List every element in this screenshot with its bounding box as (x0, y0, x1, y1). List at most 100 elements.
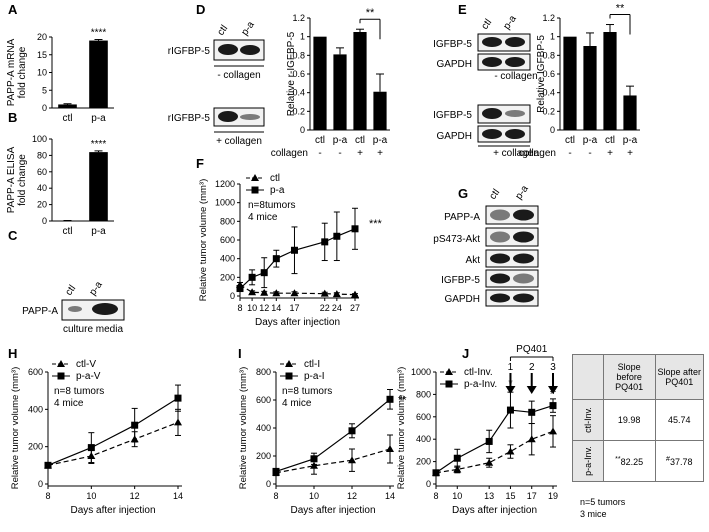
blot-band (92, 303, 118, 315)
x-axis-label: Days after injection (70, 505, 155, 516)
blot-caption: - collagen (494, 71, 537, 82)
panel-label-e: E (458, 2, 467, 17)
collagen-sign: + (627, 148, 633, 159)
x-tick-label: 12 (130, 491, 140, 501)
table-cell: 19.98 (602, 399, 656, 441)
blot-band (505, 110, 525, 117)
blot-label: PAPP-A (22, 306, 58, 317)
blot-band (482, 129, 502, 139)
data-point (174, 418, 182, 426)
lane-label: p-a (87, 279, 105, 298)
blot-band (513, 253, 534, 264)
x-tick-label: p-a (333, 135, 348, 146)
table-cell: 45.74 (654, 399, 704, 441)
data-point (445, 380, 453, 388)
legend-note: n=8tumors (248, 200, 296, 211)
y-tick-label: 400 (256, 423, 271, 433)
legend-note: 4 mice (248, 212, 278, 223)
legend-label: p-a-Inv. (464, 379, 497, 390)
blot-band (490, 293, 510, 303)
x-tick-label: 10 (247, 303, 257, 313)
legend-note: 4 mice (282, 398, 312, 409)
table-cell: #37.78 (654, 440, 704, 482)
data-point (248, 288, 257, 296)
x-tick-label: ctl (63, 113, 73, 124)
x-tick-label: 17 (289, 303, 299, 313)
x-axis-label: Days after injection (452, 505, 537, 516)
bar (373, 91, 387, 130)
y-tick-label: 800 (220, 216, 235, 226)
x-tick-label: ctl (355, 135, 365, 146)
lane-label: ctl (479, 17, 494, 32)
x-tick-label: 14 (173, 491, 183, 501)
y-tick-label: 200 (256, 451, 271, 461)
table-row-label: ctl-Inv. (572, 399, 604, 441)
y-tick-label: 0.4 (542, 88, 555, 98)
bar (563, 36, 577, 130)
bar (89, 40, 108, 108)
y-tick-label: 400 (28, 404, 43, 414)
data-point (272, 289, 281, 297)
blot-label: rIGFBP-5 (168, 113, 211, 124)
y-tick-label: 0.6 (292, 69, 305, 79)
y-axis-label: Relative r-IGFBP-5 (286, 31, 297, 116)
y-tick-label: 200 (220, 272, 235, 282)
table-header-before: Slope before PQ401 (602, 354, 656, 400)
x-tick-label: p-a (91, 226, 106, 237)
blot-band (490, 273, 510, 284)
x-tick-label: p-a (583, 135, 598, 146)
table-note-line: n=5 tumors (580, 497, 626, 507)
dose-number: 3 (550, 362, 556, 373)
significance-label: * (508, 378, 513, 390)
treatment-label: PQ401 (516, 344, 548, 355)
lane-label: p-a (239, 19, 257, 38)
blot-label: Akt (466, 255, 481, 266)
y-tick-label: 200 (416, 457, 431, 467)
table-corner (572, 354, 604, 400)
blot-label: IGFBP-5 (433, 39, 472, 50)
data-point (260, 288, 269, 296)
significance-label: ** (366, 7, 375, 19)
significance-label: **** (91, 27, 107, 38)
data-point (272, 255, 280, 263)
bar (313, 36, 327, 130)
collagen-sign: + (607, 148, 613, 159)
legend-label: ctl-Inv. (464, 367, 493, 378)
legend-label: p-a-V (76, 371, 101, 382)
bar (583, 46, 597, 130)
y-tick-label: 600 (220, 235, 235, 245)
series-line (275, 398, 391, 472)
y-tick-label: 0.2 (292, 106, 305, 116)
blot-label: IGFBP-5 (433, 110, 472, 121)
y-tick-label: 0.2 (542, 106, 555, 116)
data-point (310, 455, 318, 463)
blot-band (513, 273, 534, 284)
significance-label: *** (369, 218, 383, 230)
legend-label: p-a-I (304, 371, 325, 382)
data-point (248, 273, 256, 281)
x-tick-label: ctl (605, 135, 615, 146)
dose-arrow (548, 386, 558, 394)
y-tick-label: 0.8 (292, 50, 305, 60)
panel-label-f: F (196, 156, 204, 171)
y-tick-label: 1000 (411, 367, 431, 377)
bar (89, 152, 108, 221)
data-point (527, 435, 536, 443)
blot-label: pS473-Akt (433, 234, 480, 245)
bar (58, 104, 77, 108)
significance-label: ** (616, 3, 625, 15)
lane-label: ctl (215, 23, 230, 38)
y-axis-label: fold change (17, 154, 28, 206)
y-axis-label: Relative IGFBP-5 (536, 35, 547, 113)
x-tick-label: 10 (452, 491, 462, 501)
y-tick-label: 1200 (215, 179, 235, 189)
y-tick-label: 10 (37, 68, 47, 78)
significance-label: # (550, 385, 557, 397)
y-tick-label: 40 (37, 183, 47, 193)
y-tick-label: 0.8 (542, 50, 555, 60)
x-tick-label: p-a (373, 135, 388, 146)
panel-label-b: B (8, 110, 17, 125)
data-point (251, 174, 259, 181)
collagen-row-label: collagen (271, 148, 308, 159)
blot-band (240, 45, 260, 55)
